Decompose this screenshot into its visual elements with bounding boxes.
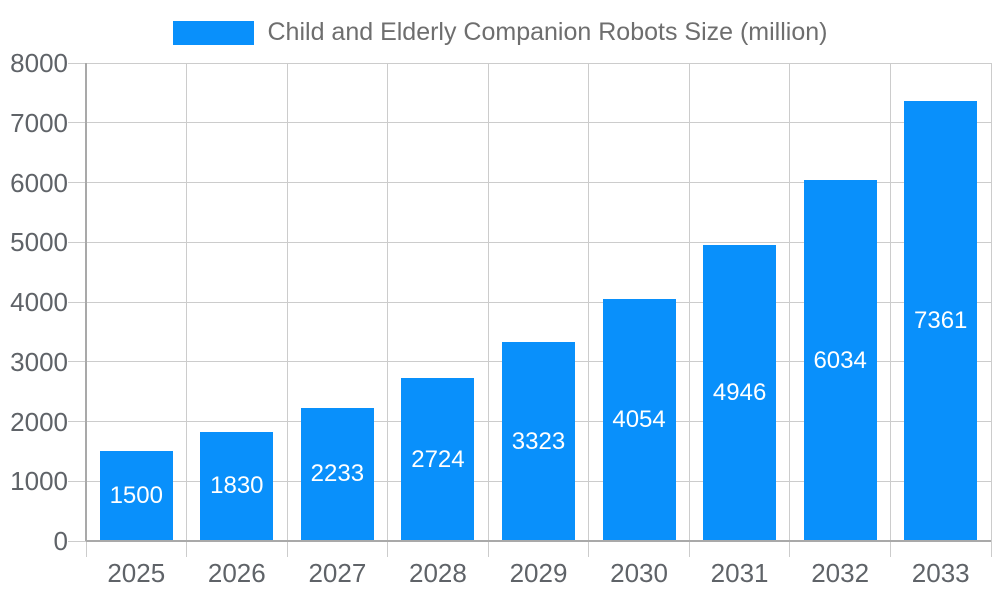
bar-2031: 4946 [703, 245, 777, 541]
bar-value-label-2028: 2724 [411, 445, 465, 473]
y-tick-2000 [68, 421, 86, 422]
v-gridline-7 [789, 63, 791, 541]
y-axis-label-5000: 5000 [10, 227, 68, 258]
x-axis-line [86, 540, 991, 542]
legend-swatch [172, 20, 254, 45]
y-axis-label-6000: 6000 [10, 167, 68, 198]
x-axis-label-2030: 2030 [610, 558, 668, 588]
x-axis-label-2032: 2032 [811, 558, 870, 588]
x-axis-label-2025: 2025 [107, 558, 166, 588]
x-axis-label-2028: 2028 [409, 558, 467, 588]
legend: Child and Elderly Companion Robots Size … [0, 18, 1000, 47]
x-axis-label-2033: 2033 [911, 558, 970, 588]
x-axis-label-2029: 2029 [509, 558, 568, 588]
y-tick-4000 [68, 301, 86, 303]
y-tick-0 [68, 540, 86, 542]
chart-title: Child and Elderly Companion Robots Size … [267, 18, 828, 46]
bar-2028: 2724 [401, 378, 475, 541]
x-tick-2 [286, 541, 288, 557]
bar-2029: 3323 [502, 342, 575, 541]
v-gridline-9 [990, 63, 992, 541]
bar-2032: 6034 [803, 180, 877, 541]
v-gridline-2 [286, 63, 288, 541]
x-tick-7 [789, 541, 791, 557]
bar-value-label-2029: 3323 [511, 427, 566, 455]
x-tick-1 [186, 541, 188, 557]
v-gridline-4 [487, 63, 489, 541]
y-axis-label-8000: 8000 [10, 48, 68, 78]
y-axis-label-2000: 2000 [10, 406, 68, 437]
y-axis-label-1000: 1000 [10, 466, 68, 497]
y-tick-3000 [68, 361, 86, 363]
bar-value-label-2030: 4054 [612, 405, 666, 433]
bar-value-label-2031: 4946 [712, 379, 767, 407]
y-tick-7000 [68, 122, 86, 124]
bar-2030: 4054 [602, 298, 676, 541]
y-tick-6000 [68, 182, 86, 183]
v-gridline-1 [186, 63, 188, 541]
y-axis-label-3000: 3000 [10, 346, 68, 377]
y-axis-label-4000: 4000 [10, 287, 68, 317]
h-gridline-7000 [86, 122, 991, 124]
y-axis-label-7000: 7000 [10, 107, 68, 138]
bar-value-label-2033: 7361 [914, 307, 968, 335]
v-gridline-8 [889, 63, 891, 541]
bar-value-label-2026: 1830 [210, 472, 264, 500]
h-gridline-4000 [86, 301, 991, 303]
bar-2027: 2233 [300, 407, 374, 541]
x-tick-5 [588, 541, 590, 557]
v-gridline-3 [387, 63, 389, 541]
h-gridline-8000 [86, 62, 991, 64]
h-gridline-5000 [86, 241, 991, 243]
x-tick-3 [387, 541, 389, 557]
bar-value-label-2032: 6034 [813, 346, 867, 374]
bar-value-label-2025: 1500 [109, 482, 163, 510]
x-tick-8 [889, 541, 891, 557]
x-axis-label-2027: 2027 [308, 558, 367, 588]
plot-area: 0 1000 2000 3000 4000 5000 6000 7000 8000 1500 202… [10, 50, 992, 586]
y-tick-1000 [68, 480, 86, 482]
bar-2025: 1500 [99, 451, 173, 541]
x-axis-label-2031: 2031 [710, 558, 769, 588]
y-tick-5000 [68, 241, 86, 243]
bar-2026: 1830 [200, 431, 274, 541]
x-tick-0 [85, 541, 87, 557]
h-gridline-6000 [86, 182, 991, 183]
y-tick-8000 [68, 62, 86, 64]
v-gridline-6 [688, 63, 690, 541]
y-axis-label-0: 0 [53, 526, 68, 556]
bar-2033: 7361 [904, 101, 978, 541]
v-gridline-5 [588, 63, 590, 541]
y-axis-line [85, 63, 87, 541]
x-tick-6 [688, 541, 690, 557]
x-axis-label-2026: 2026 [207, 558, 266, 588]
bar-value-label-2027: 2233 [310, 460, 365, 488]
x-tick-9 [990, 541, 992, 557]
x-tick-4 [487, 541, 489, 557]
